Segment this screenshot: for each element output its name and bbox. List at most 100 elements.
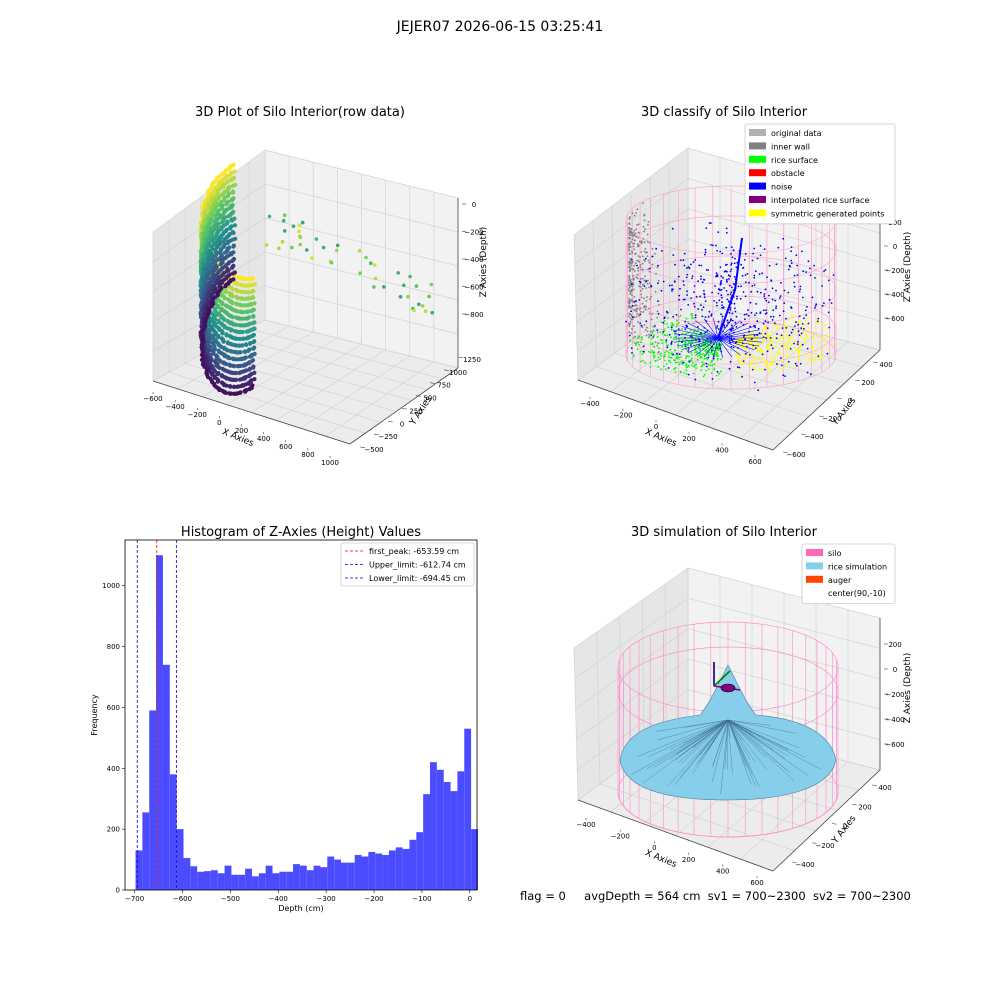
classify-symmetric-point [742, 359, 745, 361]
classify-noise-point [697, 308, 700, 310]
classify-noise-point [728, 284, 731, 287]
figure-suptitle: JEJER07 2026-06-15 03:25:41 [396, 19, 604, 35]
classify-noise-point [735, 266, 738, 269]
simulation-mesh-line [727, 719, 789, 751]
classify-symmetric-point [797, 352, 800, 354]
raw-data-point [242, 303, 247, 308]
classify-inner-wall-point [656, 331, 659, 334]
classify-rice-surface-point [699, 356, 702, 359]
classify-symmetric-point [739, 372, 741, 374]
classify-plot-grid-y [651, 326, 845, 384]
histogram-bar [416, 832, 424, 890]
classify-symmetric-point [783, 330, 786, 333]
classify-rice-surface-point [648, 335, 651, 338]
classify-rice-surface-point [680, 360, 683, 363]
simulation-plot-grid-z [687, 567, 881, 619]
histogram-bar [313, 865, 321, 890]
raw-data-point [277, 246, 281, 251]
raw-plot-x-tick-label: −400 [166, 403, 185, 411]
classify-symmetric-point [785, 365, 788, 368]
raw-plot-x-tick-label: 0 [217, 419, 221, 427]
histogram-bar [430, 762, 437, 890]
classify-noise-point [723, 324, 726, 327]
classify-noise-point [705, 362, 708, 365]
classify-inner-wall-point [628, 276, 631, 278]
classify-noise-point [774, 299, 776, 302]
classify-symmetric-point [773, 336, 775, 339]
classify-symmetric-point [762, 329, 764, 331]
classify-rice-surface-point [647, 337, 650, 339]
raw-data-point [420, 304, 425, 308]
classify-noise-point [731, 312, 734, 315]
classify-noise-point [730, 291, 733, 294]
classify-inner-wall-point [631, 212, 634, 215]
classify-noise-point [801, 250, 803, 253]
classify-noise-point [719, 283, 722, 286]
classify-symmetric-point [769, 362, 772, 365]
classify-inner-wall-point [638, 285, 640, 288]
simulation-mesh-line [727, 719, 751, 761]
classify-noise-point [686, 273, 689, 276]
classify-inner-wall-point [647, 279, 649, 282]
raw-data-point [203, 285, 208, 290]
classify-inner-wall-point [648, 307, 650, 310]
classify-inner-wall-point [648, 261, 651, 264]
classify-inner-wall-point [633, 264, 636, 267]
classify-noise-point [754, 326, 757, 329]
classify-noise-point [638, 299, 641, 301]
classify-rice-surface-point [676, 319, 678, 322]
classify-plot-y-tick [872, 361, 878, 363]
classify-symmetric-point [753, 356, 756, 359]
classify-noise-point [702, 306, 705, 309]
classify-symmetric-point [780, 343, 783, 346]
classify-symmetric-point [797, 350, 799, 352]
simulation-plot-grid-y [664, 583, 667, 737]
classify-symmetric-point [777, 337, 780, 339]
classify-noise-point [631, 305, 634, 307]
simulation-plot-grid-y [596, 631, 601, 785]
classify-noise-point [769, 315, 772, 318]
classify-rice-surface-point [713, 367, 716, 370]
classify-plot-y-tick-label: −600 [786, 451, 805, 459]
classify-inner-wall-point [630, 282, 633, 284]
classify-noise-point [717, 328, 720, 330]
classify-symmetric-point [790, 343, 793, 346]
classify-noise-point [809, 267, 811, 270]
classify-plot-y-tick-label: 400 [879, 361, 892, 369]
classify-noise-point [707, 269, 709, 271]
raw-data-point [201, 257, 206, 262]
classify-symmetric-point [766, 336, 769, 338]
classify-inner-wall-point [630, 298, 633, 301]
classify-plot-grid-y [573, 234, 579, 381]
classify-noise-point [814, 307, 816, 309]
classify-noise-point [668, 333, 671, 336]
status-flag: flag = 0 [520, 889, 566, 903]
classify-inner-wall-point [641, 277, 644, 280]
raw-data-point [417, 302, 421, 307]
raw-data-point [414, 284, 419, 288]
simulation-plot-grid-z [687, 598, 881, 649]
classify-noise-point [723, 270, 726, 273]
classify-inner-wall-point [641, 284, 644, 286]
classify-rice-surface-point [667, 326, 670, 328]
classify-noise-point [736, 295, 738, 298]
classify-rice-surface-point [707, 368, 710, 370]
raw-plot-x-tick-label: 200 [235, 427, 248, 435]
classify-symmetric-point [794, 366, 796, 369]
histogram-bar [368, 851, 376, 890]
simulation-plot-x-tick-label: 400 [716, 867, 729, 875]
classify-symmetric-point [757, 342, 760, 345]
classify-inner-wall-point [635, 304, 638, 307]
raw-data-point [244, 342, 249, 347]
classify-inner-wall-point [646, 233, 649, 236]
classify-symmetric-point [763, 328, 766, 331]
classify-inner-wall-point [638, 232, 640, 234]
classify-noise-point [759, 244, 762, 247]
classify-symmetric-point [808, 317, 810, 320]
classify-symmetric-point [789, 336, 791, 338]
classify-inner-wall-point [630, 305, 632, 307]
raw-data-point [237, 323, 242, 328]
classify-noise-point [750, 290, 753, 293]
classify-symmetric-point [808, 358, 811, 361]
classify-plot-grid-y [632, 339, 827, 401]
